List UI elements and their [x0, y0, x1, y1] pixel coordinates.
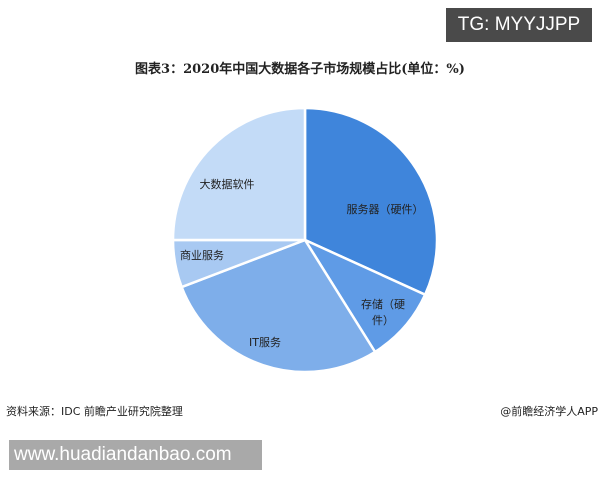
pie-slice — [303, 106, 439, 297]
slice-label: 商业服务 — [180, 248, 224, 262]
pie-slice — [180, 238, 377, 374]
slice-label: 存储（硬件） — [361, 298, 405, 327]
brand-credit: @前瞻经济学人APP — [500, 405, 598, 418]
pie-slice — [171, 106, 307, 242]
source-note: 资料来源：IDC 前瞻产业研究院整理 — [6, 405, 183, 418]
chart-title: 图表3：2020年中国大数据各子市场规模占比(单位：%) — [135, 62, 465, 77]
slice-label: 服务器（硬件） — [347, 203, 424, 216]
watermark-tag: TG: MYYJJPP — [446, 8, 592, 42]
pie-slice — [301, 237, 427, 354]
slice-label: 大数据软件 — [200, 177, 255, 191]
site-watermark: www.huadiandanbao.com — [9, 440, 262, 470]
slice-label: IT服务 — [249, 336, 281, 349]
